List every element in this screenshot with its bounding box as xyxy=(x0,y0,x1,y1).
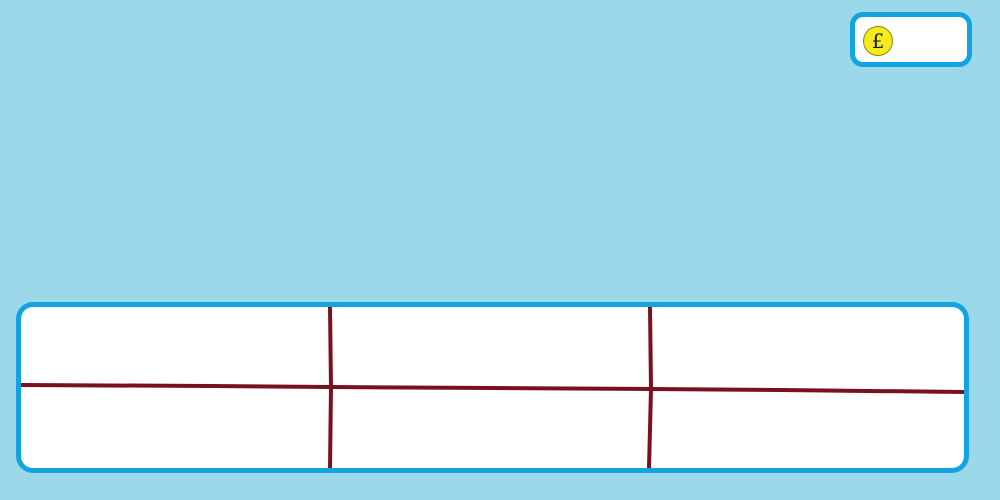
inventory-slot-4[interactable] xyxy=(21,386,330,468)
inventory-panel xyxy=(16,302,969,473)
inventory-slot-6[interactable] xyxy=(650,389,964,468)
inventory-slot-3[interactable] xyxy=(650,307,964,387)
inventory-grid xyxy=(21,307,964,468)
inventory-slot-5[interactable] xyxy=(330,387,650,468)
inventory-slot-2[interactable] xyxy=(330,307,650,385)
coin-counter-panel: £ xyxy=(850,12,972,67)
coin-symbol: £ xyxy=(872,31,885,51)
inventory-slot-1[interactable] xyxy=(21,307,330,385)
pound-coin-icon: £ xyxy=(863,26,893,56)
